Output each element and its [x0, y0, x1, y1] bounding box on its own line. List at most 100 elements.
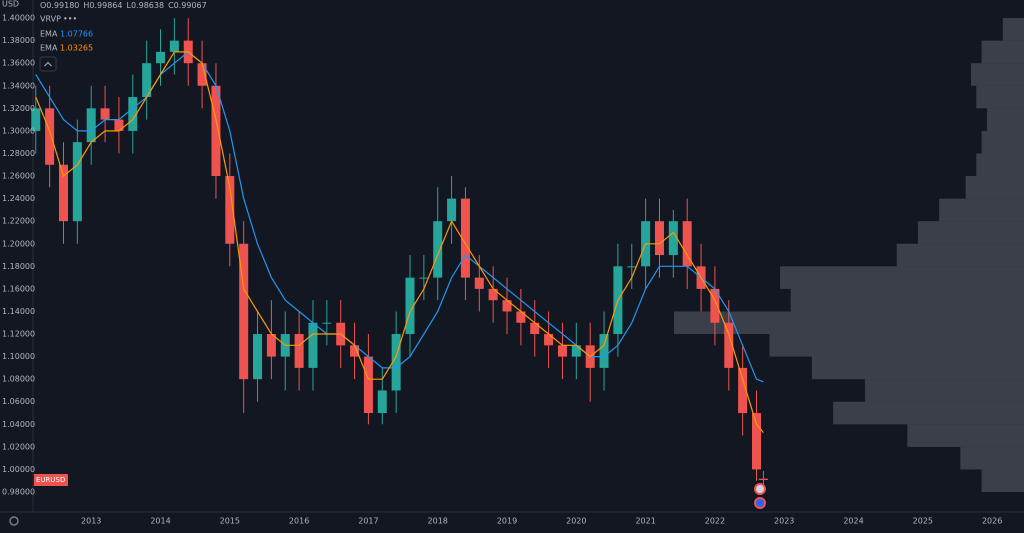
- collapse-button[interactable]: [39, 56, 57, 72]
- candle-body: [419, 277, 429, 279]
- candle-body: [682, 221, 692, 267]
- x-tick-label: 2025: [913, 517, 933, 526]
- volume-bar: [981, 469, 1024, 493]
- y-tick-label: 1.24000: [2, 194, 35, 203]
- candle-body: [557, 345, 567, 357]
- candle-body: [72, 142, 82, 222]
- ohlc-key: L: [127, 1, 132, 10]
- y-tick-label: 1.00000: [2, 465, 35, 474]
- volume-bar: [674, 311, 1024, 335]
- y-tick-label: 1.06000: [2, 397, 35, 406]
- event-flag[interactable]: [754, 483, 766, 495]
- ohlc-value: 0.98638: [131, 1, 164, 10]
- candle-body: [225, 176, 235, 244]
- volume-bar: [976, 153, 1024, 177]
- y-tick-label: 1.34000: [2, 81, 35, 90]
- candle-body: [710, 288, 720, 323]
- ohlc-key: C: [168, 1, 174, 10]
- candle-body: [488, 288, 498, 301]
- ohlc-legend: O0.99180 H0.99864 L0.98638 C0.99067: [40, 1, 207, 10]
- y-tick-label: 1.26000: [2, 172, 35, 181]
- y-tick-label: 1.28000: [2, 149, 35, 158]
- volume-bar: [864, 379, 1024, 402]
- collapse-icon: [44, 61, 52, 67]
- y-tick-label: 0.98000: [2, 488, 35, 497]
- y-tick-label: 1.10000: [2, 352, 35, 361]
- volume-bar: [939, 198, 1024, 222]
- candle-body: [363, 356, 373, 414]
- indicator-label: VRVP: [40, 15, 61, 24]
- candle-body: [114, 119, 124, 131]
- candle-body: [544, 334, 554, 346]
- candle-body: [654, 221, 664, 256]
- x-tick-label: 2014: [150, 517, 170, 526]
- ema-line: [35, 51, 764, 433]
- volume-bar: [780, 266, 1024, 289]
- candle-body: [253, 334, 263, 380]
- candle-body: [599, 334, 609, 368]
- volume-profile: [674, 18, 1024, 493]
- candle-body: [460, 198, 470, 278]
- y-tick-label: 1.20000: [2, 239, 35, 248]
- ohlc-key: H: [83, 1, 89, 10]
- x-tick-label: 2019: [497, 517, 517, 526]
- symbol-tag: [34, 473, 68, 486]
- legend-name: EMA: [40, 30, 58, 39]
- y-tick-label: 1.22000: [2, 217, 35, 226]
- y-tick-label: 1.12000: [2, 330, 35, 339]
- x-tick-label: 2017: [358, 517, 378, 526]
- ohlc-value: 0.99067: [174, 1, 207, 10]
- candle-body: [45, 108, 55, 165]
- candle-body: [668, 221, 678, 256]
- event-flag[interactable]: [754, 497, 766, 509]
- axes: 0.98000 1.00000 1.02000 1.04000 1.06000 1.080…: [2, 14, 1002, 526]
- volume-bar: [917, 221, 1024, 244]
- x-tick-label: 2018: [428, 517, 448, 526]
- candles: [31, 18, 768, 485]
- y-tick-label: 1.36000: [2, 59, 35, 68]
- volume-bar: [896, 243, 1024, 267]
- candle-body: [571, 345, 581, 357]
- candle-body: [433, 221, 443, 278]
- volume-bar: [769, 334, 1024, 357]
- x-tick-label: 2023: [774, 517, 794, 526]
- candle-body: [266, 334, 276, 357]
- candle-body: [377, 390, 387, 414]
- symbol-label: EURUSD: [36, 476, 65, 484]
- y-tick-label: 1.32000: [2, 104, 35, 113]
- settings-icon[interactable]: [9, 516, 19, 526]
- x-tick-label: 2021: [635, 517, 655, 526]
- y-tick-label: 1.08000: [2, 375, 35, 384]
- legend-value: 1.07766: [60, 30, 93, 39]
- candle-body: [391, 334, 401, 391]
- candle-body: [502, 300, 512, 312]
- candle-body: [169, 40, 179, 52]
- currency-label: USD: [2, 0, 19, 9]
- candle-body: [751, 413, 762, 470]
- y-tick-label: 1.14000: [2, 307, 35, 316]
- volume-bar: [981, 40, 1024, 64]
- candle-body: [58, 164, 68, 222]
- ohlc-value: 0.99180: [46, 1, 79, 10]
- volume-bar: [960, 446, 1024, 470]
- candle-body: [474, 277, 484, 289]
- candle-body: [627, 266, 637, 268]
- candle-body: [322, 322, 332, 324]
- ohlc-key: O: [40, 1, 46, 10]
- volume-bar: [976, 85, 1024, 109]
- candle-body: [516, 311, 526, 323]
- x-tick-label: 2013: [81, 517, 101, 526]
- volume-bar: [833, 401, 1024, 425]
- y-tick-label: 1.04000: [2, 420, 35, 429]
- indicator-menu[interactable]: •••: [63, 15, 77, 24]
- volume-bar: [986, 108, 1024, 131]
- candle-body: [447, 198, 457, 222]
- candle-body: [100, 108, 110, 120]
- x-tick-label: 2016: [289, 517, 309, 526]
- x-tick-label: 2015: [220, 517, 240, 526]
- candle-body: [239, 243, 249, 380]
- candle-body: [197, 63, 207, 86]
- y-tick-label: 1.02000: [2, 442, 35, 451]
- candle-body: [86, 108, 96, 143]
